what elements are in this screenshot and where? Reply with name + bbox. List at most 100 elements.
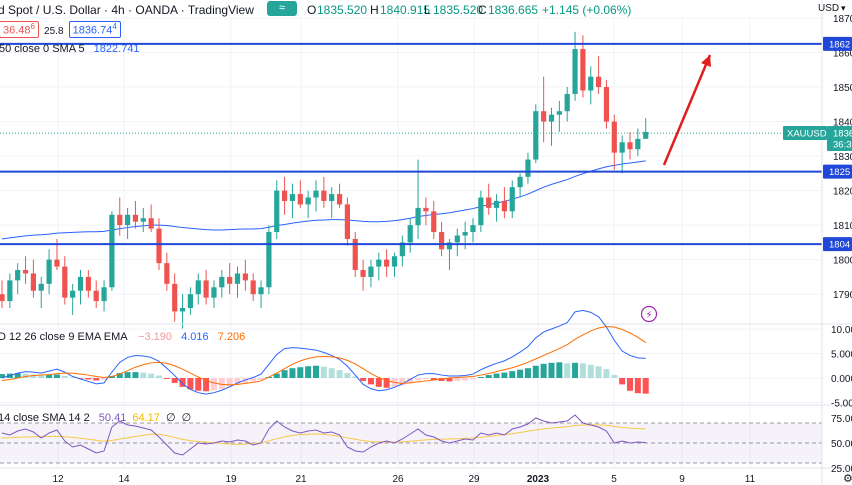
sma-legend[interactable]: 50 close 0 SMA 5 1822.741 [0,43,140,55]
ohlc-c-label: C [478,3,487,17]
sma-line [1,160,646,240]
rsi-legend[interactable]: 14 close SMA 14 2 50.41 64.17 ∅ ∅ [0,411,191,424]
macd-histogram-bar [93,378,100,381]
price-tick-label: 1820 [833,187,852,198]
sell-price-box[interactable]: 36.486 [0,21,39,38]
macd-histogram-bar [0,374,5,378]
candle-body [619,142,625,153]
candle-body [109,214,115,288]
macd-histogram-bar [446,378,453,382]
macd-histogram-bar [556,362,563,378]
macd-histogram-bar [226,378,233,387]
candle-body [203,280,209,298]
macd-histogram-bar [313,365,319,378]
symbol-title: d Spot / U.S. Dollar · 4h · OANDA · Trad… [0,3,254,17]
candle-body [234,273,241,284]
candle-body [242,273,248,281]
time-tick-label: 5 [611,474,617,485]
arrow-shaft [662,54,712,166]
price-badge-bg [823,237,852,252]
sma-layer [1,160,646,240]
chevron-down-icon[interactable]: ▾ [841,3,846,13]
macd-histogram-bar [548,362,555,378]
price-badge-bg [783,126,827,140]
price-badge-label: 1804 [829,240,850,251]
macd-histogram-bar [163,378,170,379]
macd-pane [0,309,852,403]
candle-body [541,111,547,122]
candle-body [376,259,382,267]
time-tick-label: 14 [118,474,130,485]
rsi-tick-label: 75.00 [831,414,852,425]
price-badge-label: 36:3 [833,140,852,151]
macd-histogram-bar [218,378,225,389]
arrow-annotation[interactable] [662,54,712,166]
macd-histogram-bar [603,369,610,378]
price-tick-label: 1850 [833,83,852,94]
price-badge-label: 1825 [829,167,850,178]
currency-menu[interactable]: USD [818,3,840,14]
macd-histogram-bar [22,373,29,378]
candle-body [486,197,492,208]
candle-body [195,280,201,295]
candle-body [517,176,523,188]
candle-body [305,197,311,205]
candle-body [360,270,366,277]
candle-body [368,266,374,277]
macd-histogram-bar [579,363,586,378]
sma-value: 1822.741 [93,43,140,55]
sma-name: 50 close 0 SMA 5 [0,43,85,55]
time-tick-label: 11 [745,474,756,485]
candle-body [344,204,350,239]
macd-histogram-bar [619,378,626,385]
macd-histogram-bar [14,373,21,378]
macd-histogram-bar [156,375,162,378]
candle-body [282,190,288,201]
buy-price-box[interactable]: 1836.744 [68,21,121,38]
macd-histogram-bar [572,362,579,378]
macd-histogram-bar [352,376,359,378]
candle-body [258,287,264,295]
macd-histogram-bar [430,378,437,380]
gear-icon[interactable]: ⚙ [843,472,852,485]
macd-name: D 12 26 close 9 EMA EMA [0,331,128,343]
macd-legend[interactable]: D 12 26 close 9 EMA EMA −3.190 4.016 7.2… [0,331,245,343]
macd-histogram-bar [320,366,327,378]
rsi-band [0,423,822,463]
candle-body [211,287,217,298]
macd-tick-label: 0.000 [831,374,852,385]
candle-body [7,280,13,302]
macd-histogram-bar [30,374,37,378]
candle-body [329,194,335,201]
candle-body [603,87,610,122]
macd-tick-label: 5.000 [831,350,852,361]
candle-body [54,259,60,267]
macd-histogram-bar [415,378,422,381]
macd-histogram-bar [305,366,312,378]
candle-body [525,159,531,177]
candle-body [321,190,327,201]
price-tick-label: 1860 [833,49,852,60]
ohlc-l-label: L [424,3,431,17]
macd-histogram-bar [273,373,280,378]
macd-histogram-bar [328,368,335,378]
horizontal-levels[interactable] [0,42,822,246]
ohlc-l: 1835.520 [433,3,484,17]
rsi-tick-label: 25.00 [831,464,852,475]
macd-histogram-bar [250,378,257,382]
macd-histogram-bar [477,377,484,378]
candle-body [501,200,507,212]
price-badge-label: XAUUSD [787,129,827,140]
candle-body [85,276,91,291]
rsi-ma-value: 64.17 [132,412,160,424]
indicator-toggle-icon[interactable]: ≈ [267,1,297,16]
macd-histogram-bar [564,363,571,378]
axes: ⚡ 1870 1860 1850 1840 1830 1820 1810 1800 1790 186… [52,0,852,485]
price-badge-bg [823,36,852,51]
rsi-bb-upper: ∅ [165,412,176,424]
macd-histogram-bar [383,378,390,388]
macd-histogram-bar [611,375,618,378]
time-tick-label: 2023 [527,474,550,485]
macd-histogram-bar [61,376,68,378]
